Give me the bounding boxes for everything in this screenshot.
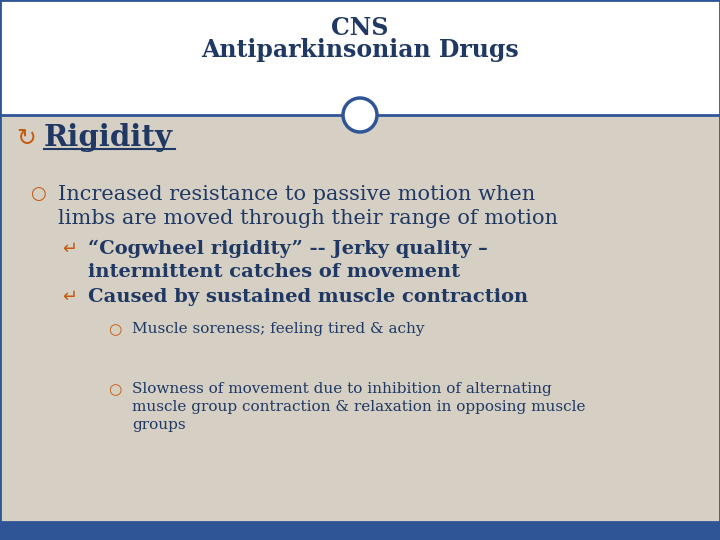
Text: Antiparkinsonian Drugs: Antiparkinsonian Drugs <box>201 38 519 62</box>
Text: Slowness of movement due to inhibition of alternating
muscle group contraction &: Slowness of movement due to inhibition o… <box>132 382 585 431</box>
Circle shape <box>343 98 377 132</box>
FancyBboxPatch shape <box>0 522 720 540</box>
Text: ↵: ↵ <box>62 288 77 306</box>
Text: Increased resistance to passive motion when
limbs are moved through their range : Increased resistance to passive motion w… <box>58 185 558 228</box>
FancyBboxPatch shape <box>0 0 720 115</box>
Text: ○: ○ <box>30 185 46 203</box>
Text: Caused by sustained muscle contraction: Caused by sustained muscle contraction <box>88 288 528 306</box>
Text: “Cogwheel rigidity” -- Jerky quality –
intermittent catches of movement: “Cogwheel rigidity” -- Jerky quality – i… <box>88 240 487 281</box>
Text: Muscle soreness; feeling tired & achy: Muscle soreness; feeling tired & achy <box>132 322 425 336</box>
Text: ○: ○ <box>108 382 121 397</box>
Text: CNS: CNS <box>331 16 389 40</box>
Text: ○: ○ <box>108 322 121 337</box>
Text: ↵: ↵ <box>62 240 77 258</box>
Text: ↻: ↻ <box>16 126 36 150</box>
Text: Rigidity: Rigidity <box>44 124 173 152</box>
FancyBboxPatch shape <box>0 115 720 522</box>
